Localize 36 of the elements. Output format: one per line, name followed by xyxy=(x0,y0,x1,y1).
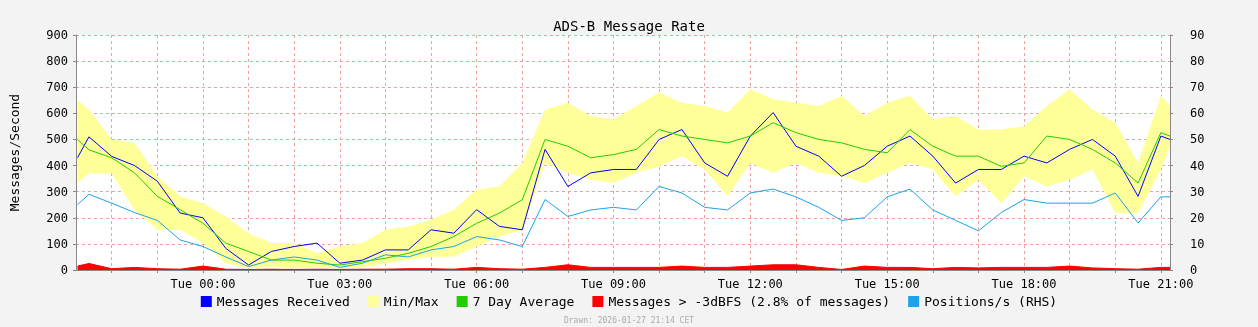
y2-tick-label: 90 xyxy=(1190,28,1205,42)
y2-tick-label: 0 xyxy=(1190,263,1198,277)
x-tick-label: Tue 09:00 xyxy=(580,277,647,291)
y-tick-label: 400 xyxy=(46,158,68,173)
y2-tick-label: 30 xyxy=(1190,184,1205,199)
y2-tick-label: 20 xyxy=(1190,210,1205,225)
y2-tick-label: 40 xyxy=(1190,158,1205,173)
y-tick-label: 500 xyxy=(46,132,68,147)
y-tick-label: 200 xyxy=(46,210,68,225)
y-tick-label: 900 xyxy=(46,28,68,42)
y-axis-title: Messages/Second xyxy=(7,93,22,212)
chart-title: ADS-B Message Rate xyxy=(553,18,705,34)
y2-tick-label: 70 xyxy=(1190,80,1205,95)
legend-label: Messages Received xyxy=(216,294,350,309)
y2-tick-label: 80 xyxy=(1190,54,1205,69)
x-tick-label: Tue 06:00 xyxy=(444,277,510,291)
x-tick-label: Tue 03:00 xyxy=(307,277,373,291)
text: Drawn: 2026-01-27 21:14 CET xyxy=(563,315,695,325)
legend-label: Positions/s (RHS) xyxy=(924,294,1058,309)
y2-tick-label: 50 xyxy=(1190,132,1205,147)
x-tick-label: Tue 21:00 xyxy=(1128,277,1194,291)
legend-label: 7 Day Average xyxy=(472,294,575,309)
x-tick-label: Tue 18:00 xyxy=(991,277,1057,291)
y-tick-label: 0 xyxy=(60,263,68,277)
y-tick-label: 100 xyxy=(46,236,68,251)
y-tick-label: 700 xyxy=(46,80,68,95)
x-tick-label: Tue 12:00 xyxy=(717,277,783,291)
legend-label: Messages > -3dBFS (2.8% of messages) xyxy=(608,294,891,309)
y-tick-label: 300 xyxy=(46,184,68,199)
y-tick-label: 800 xyxy=(46,54,68,69)
y-tick-label: 600 xyxy=(46,106,68,121)
y2-tick-label: 10 xyxy=(1190,236,1205,251)
legend-label: Min/Max xyxy=(383,294,439,309)
x-tick-label: Tue 00:00 xyxy=(170,277,236,291)
y2-tick-label: 60 xyxy=(1190,106,1205,121)
x-tick-label: Tue 15:00 xyxy=(854,277,920,291)
